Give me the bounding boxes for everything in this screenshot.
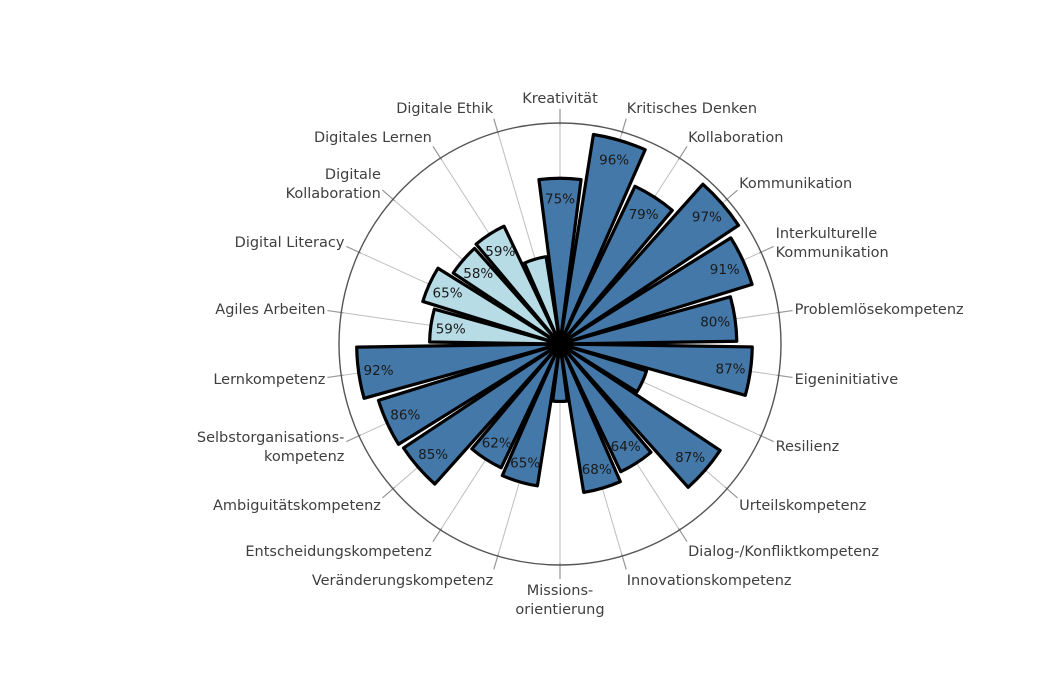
wedge-eigeninitiative[interactable] (558, 342, 754, 397)
outer-axis-circle (338, 122, 782, 566)
category-label-dialog-konfliktkompetenz: Dialog-/Konfliktkompetenz (688, 544, 879, 560)
category-label-agiles-arbeiten: Agiles Arbeiten (215, 302, 325, 318)
category-label-kollaboration: Kollaboration (688, 130, 783, 146)
category-label-line: Digitales Lernen (314, 130, 432, 146)
value-label-interkulturelle-kommunikation: 91% (710, 262, 740, 278)
category-label-line: Missions- (527, 583, 594, 599)
wedge-selbstorganisationskompetenz[interactable] (376, 342, 562, 446)
category-label-line: orientierung (515, 602, 604, 618)
category-label-line: Veränderungskompetenz (312, 573, 493, 589)
value-label-problemloesekompetenz: 80% (700, 315, 730, 331)
category-label-resilienz: Resilienz (776, 439, 840, 455)
category-label-line: Innovationskompetenz (627, 573, 792, 589)
category-label-lernkompetenz: Lernkompetenz (213, 372, 325, 388)
value-label-digitale-kollaboration: 58% (463, 266, 493, 282)
value-label-dialog-konfliktkompetenz: 64% (611, 439, 641, 455)
value-label-eigeninitiative: 87% (716, 362, 746, 378)
category-label-interkulturelle-kommunikation: Interkulturelle Kommunikation (776, 226, 889, 261)
wedge-dialog-konfliktkompetenz[interactable] (558, 342, 653, 474)
wedge-missionsorientierung[interactable] (551, 342, 569, 404)
category-label-line: Urteilskompetenz (739, 498, 866, 514)
category-label-innovationskompetenz: Innovationskompetenz (627, 573, 792, 589)
value-label-kommunikation: 97% (692, 210, 722, 226)
value-label-agiles-arbeiten: 59% (436, 321, 466, 337)
wedge-kritisches-denken[interactable] (558, 132, 647, 346)
category-label-line: Lernkompetenz (213, 372, 325, 388)
category-label-line: Ambiguitätskompetenz (213, 498, 381, 514)
wedge-digitale-kollaboration[interactable] (451, 246, 562, 346)
category-label-line: Interkulturelle (776, 226, 878, 242)
wedge-innovationskompetenz[interactable] (558, 342, 622, 495)
category-label-eigeninitiative: Eigeninitiative (795, 372, 899, 388)
wedge-digitales-lernen[interactable] (474, 224, 562, 346)
value-label-digital-literacy: 65% (433, 286, 463, 302)
category-label-line: Kommunikation (776, 245, 889, 261)
wedge-digital-literacy[interactable] (421, 266, 562, 346)
wedge-entscheidungskompetenz[interactable] (470, 342, 562, 470)
category-label-line: Selbstorganisations- (197, 430, 345, 446)
value-label-lernkompetenz: 92% (364, 363, 394, 379)
category-label-digital-literacy: Digital Literacy (235, 235, 345, 251)
category-label-kommunikation: Kommunikation (739, 176, 852, 192)
category-label-line: Problemlösekompetenz (795, 302, 964, 318)
chart-canvas: 75% 96% 79% 97% 91% 80% 87% 87% 64% 68% 65% 62% 85% 8… (197, 91, 964, 618)
wedge-problemloesekompetenz[interactable] (558, 295, 739, 346)
category-label-ambiguitaetskompetenz: Ambiguitätskompetenz (213, 498, 381, 514)
value-label-kollaboration: 79% (629, 207, 659, 223)
category-label-veraenderungskompetenz: Veränderungskompetenz (312, 573, 493, 589)
wedge-resilienz[interactable] (558, 342, 649, 394)
value-label-entscheidungskompetenz: 62% (482, 435, 512, 451)
wedge-urteilskompetenz[interactable] (558, 342, 722, 489)
category-label-line: Agiles Arbeiten (215, 302, 325, 318)
wedge-interkulturelle-kommunikation[interactable] (558, 236, 754, 346)
category-label-line: Kollaboration (286, 186, 381, 202)
value-label-ambiguitaetskompetenz: 85% (418, 447, 448, 463)
wedge-kreativitaet[interactable] (537, 176, 583, 346)
value-label-innovationskompetenz: 68% (582, 462, 612, 478)
wedge-veraenderungskompetenz[interactable] (500, 342, 562, 488)
category-label-line: Digitale Ethik (396, 101, 494, 117)
value-label-selbstorganisationskompetenz: 86% (390, 408, 420, 424)
category-label-digitale-kollaboration: Digitale Kollaboration (286, 167, 381, 202)
category-label-line: kompetenz (264, 449, 344, 465)
value-label-urteilskompetenz: 87% (675, 450, 705, 466)
value-label-digitales-lernen: 59% (485, 244, 515, 260)
category-label-kritisches-denken: Kritisches Denken (627, 101, 757, 117)
wedge-ambiguitaetskompetenz[interactable] (401, 342, 562, 486)
value-label-kritisches-denken: 96% (599, 153, 629, 169)
category-label-line: Kritisches Denken (627, 101, 757, 117)
wedge-kommunikation[interactable] (558, 182, 741, 346)
wedge-lernkompetenz[interactable] (355, 342, 562, 400)
center-hub (549, 333, 571, 355)
category-label-line: Kollaboration (688, 130, 783, 146)
category-label-entscheidungskompetenz: Entscheidungskompetenz (245, 544, 431, 560)
category-label-digitale-ethik: Digitale Ethik (396, 101, 494, 117)
category-label-kreativitaet: Kreativität (522, 91, 598, 107)
value-label-veraenderungskompetenz: 65% (510, 456, 540, 472)
category-label-line: Digital Literacy (235, 235, 345, 251)
category-label-missionsorientierung: Missions-orientierung (515, 583, 604, 618)
category-label-selbstorganisationskompetenz: Selbstorganisations-kompetenz (197, 430, 345, 465)
category-label-line: Resilienz (776, 439, 840, 455)
category-label-digitales-lernen: Digitales Lernen (314, 130, 432, 146)
category-label-line: Kommunikation (739, 176, 852, 192)
category-label-line: Dialog-/Konfliktkompetenz (688, 544, 879, 560)
category-label-line: Eigeninitiative (795, 372, 899, 388)
category-label-line: Digitale (325, 167, 381, 183)
category-label-problemloesekompetenz: Problemlösekompetenz (795, 302, 964, 318)
competency-rose-chart: 75% 96% 79% 97% 91% 80% 87% 87% 64% 68% 65% 62% 85% 8… (40, 16, 1038, 670)
wedge-kollaboration[interactable] (558, 184, 674, 346)
category-label-line: Entscheidungskompetenz (245, 544, 431, 560)
category-label-line: Kreativität (522, 91, 598, 107)
wedge-digitale-ethik[interactable] (522, 255, 562, 346)
value-label-kreativitaet: 75% (545, 191, 575, 207)
category-label-urteilskompetenz: Urteilskompetenz (739, 498, 866, 514)
